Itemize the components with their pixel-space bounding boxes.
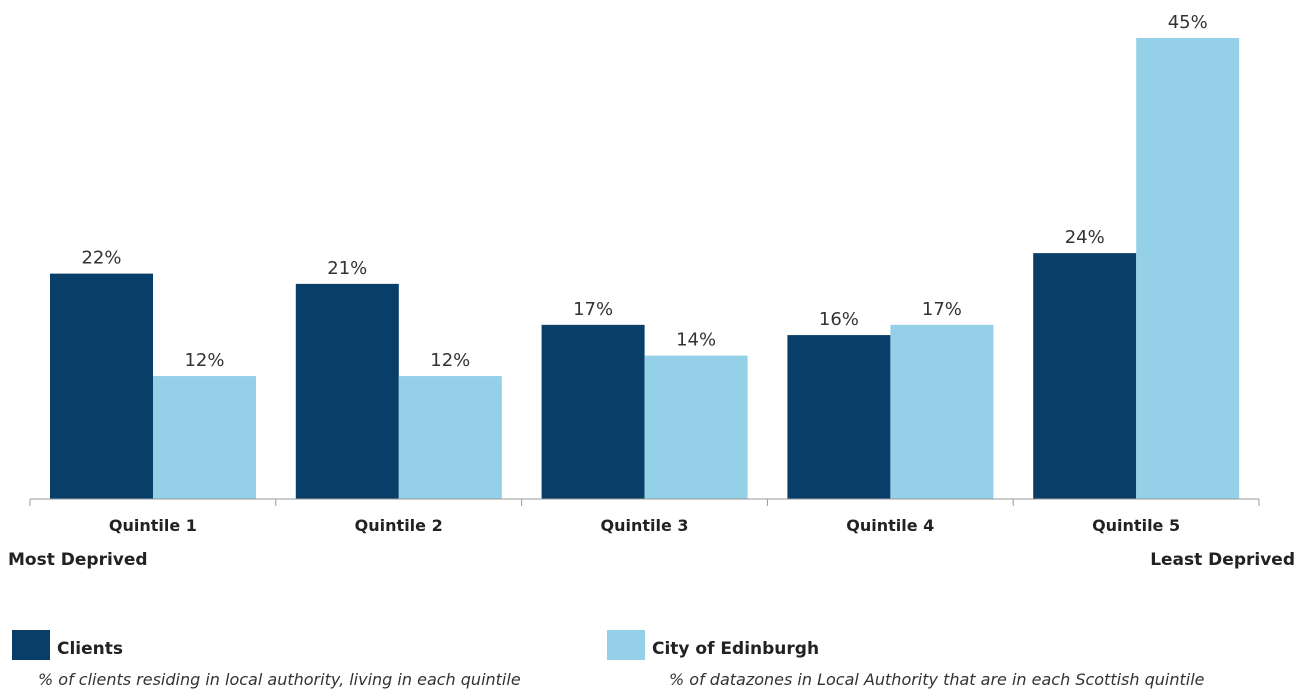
bar-clients-q2 — [295, 283, 399, 499]
bar-chart: 22% 12% 21% 12% 17% 14% 16% 17% 24% 45% Quintile 1… — [29, 12, 1260, 535]
x-tick-label-q4: Quintile 4 — [846, 516, 934, 535]
data-label-city-of-edinburgh-q3: 14% — [676, 330, 716, 351]
data-label-city-of-edinburgh-q4: 17% — [922, 299, 962, 320]
data-label-clients-q3: 17% — [573, 299, 613, 320]
bar-clients-q3 — [541, 324, 645, 499]
bar-clients-q4 — [787, 335, 891, 499]
bar-clients-q1 — [50, 273, 153, 499]
legend-description-city-of-edinburgh: % of datazones in Local Authority that a… — [669, 670, 1205, 689]
least-deprived-label: Least Deprived — [1150, 550, 1295, 570]
legend-swatch-clients — [12, 630, 50, 660]
data-label-clients-q2: 21% — [327, 258, 367, 279]
data-label-clients-q4: 16% — [819, 309, 859, 330]
data-label-city-of-edinburgh-q2: 12% — [430, 350, 470, 371]
legend-name-city-of-edinburgh: City of Edinburgh — [652, 639, 820, 659]
legend-description-clients: % of clients residing in local authority… — [38, 670, 521, 689]
legend-name-clients: Clients — [57, 639, 124, 659]
x-tick-label-q3: Quintile 3 — [600, 516, 688, 535]
bar-city-of-edinburgh-q4 — [890, 324, 994, 499]
bar-city-of-edinburgh-q5 — [1136, 38, 1240, 499]
x-tick-label-q1: Quintile 1 — [109, 516, 197, 535]
bar-city-of-edinburgh-q3 — [644, 355, 748, 499]
x-tick-label-q2: Quintile 2 — [355, 516, 443, 535]
bar-city-of-edinburgh-q1 — [153, 376, 256, 499]
data-label-clients-q1: 22% — [81, 248, 121, 269]
data-label-clients-q5: 24% — [1065, 227, 1105, 248]
bar-city-of-edinburgh-q2 — [398, 376, 502, 499]
legend-swatch-city-of-edinburgh — [607, 630, 645, 660]
bar-clients-q5 — [1033, 253, 1137, 499]
most-deprived-label: Most Deprived — [8, 550, 148, 570]
data-label-city-of-edinburgh-q1: 12% — [184, 350, 224, 371]
data-label-city-of-edinburgh-q5: 45% — [1168, 12, 1208, 33]
x-tick-label-q5: Quintile 5 — [1092, 516, 1180, 535]
